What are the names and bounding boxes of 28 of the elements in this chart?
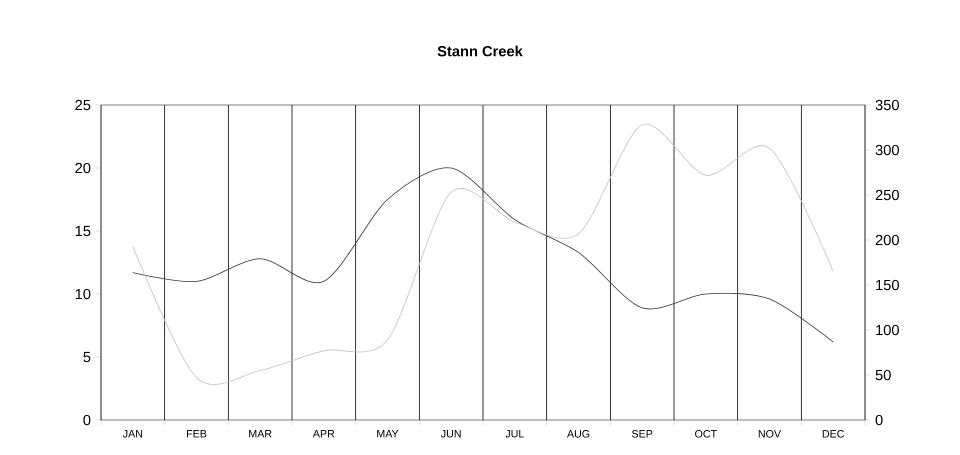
- x-tick-label: JUL: [506, 430, 524, 438]
- y-tick-label: 25: [75, 100, 90, 110]
- x-tick-label: APR: [312, 430, 334, 438]
- x-tick-label: MAY: [377, 430, 398, 438]
- x-tick-label: NOV: [758, 430, 782, 438]
- y-tick-label: 0: [83, 414, 90, 426]
- x-tick-label: AUG: [566, 430, 590, 438]
- x-tick-label: OCT: [695, 430, 717, 438]
- x-tick-label: DEC: [822, 430, 844, 438]
- y-tick-label: 15: [76, 226, 90, 236]
- y2-tick-label: 200: [876, 234, 899, 246]
- x-tick-label: SEP: [632, 430, 652, 438]
- line-series: [132, 167, 834, 342]
- y-tick-label: 10: [76, 288, 90, 300]
- y2-tick-label: 0: [876, 414, 883, 426]
- chart-title: Stann Creek: [438, 46, 523, 56]
- y2-tick-label: 100: [876, 324, 899, 336]
- y2-tick-label: 250: [876, 190, 899, 200]
- y-tick-label: 20: [75, 162, 90, 174]
- x-tick-label: MAR: [249, 430, 272, 438]
- y2-tick-label: 50: [876, 370, 891, 380]
- x-tick-label: JAN: [122, 430, 142, 438]
- y-tick-label: 5: [83, 352, 90, 362]
- y2-tick-label: 150: [876, 280, 899, 290]
- x-tick-label: FEB: [187, 430, 206, 438]
- y2-tick-label: 350: [876, 100, 899, 110]
- x-tick-label: JUN: [440, 430, 461, 438]
- y2-tick-label: 300: [876, 144, 899, 156]
